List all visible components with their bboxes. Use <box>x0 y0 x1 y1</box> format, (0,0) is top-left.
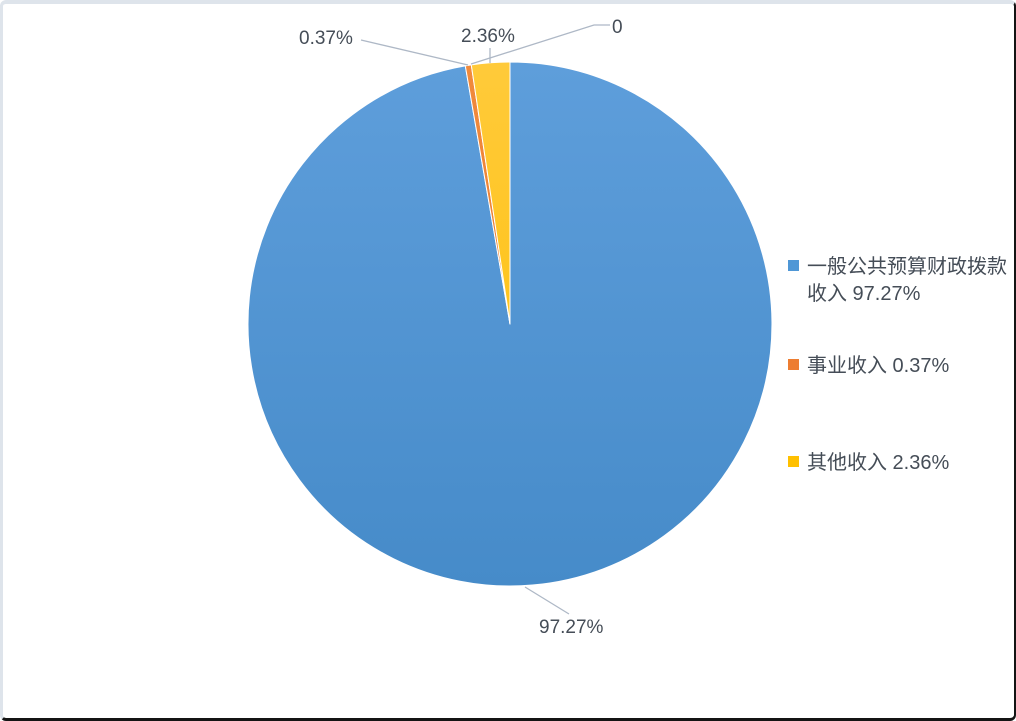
legend-item-general-budget-income[interactable]: 一般公共预算财政拨款收入 97.27% <box>788 254 1007 308</box>
legend-label: 一般公共预算财政拨款收入 97.27% <box>807 256 1007 305</box>
legend-swatch-orange-icon <box>788 359 799 370</box>
data-label-general-budget-income: 97.27% <box>539 617 604 638</box>
chart-legend: 一般公共预算财政拨款收入 97.27% 事业收入 0.37% 其他收入 2.36… <box>788 4 1014 718</box>
legend-item-other-income[interactable]: 其他收入 2.36% <box>788 450 949 477</box>
legend-swatch-blue-icon <box>788 260 799 271</box>
legend-label: 其他收入 2.36% <box>807 452 950 474</box>
data-label-shiye-income: 0.37% <box>299 28 353 49</box>
leader-line-2 <box>470 24 610 65</box>
data-label-zero-slice: 0 <box>612 17 623 38</box>
legend-label: 事业收入 0.37% <box>807 355 950 377</box>
pie-chart <box>247 24 773 615</box>
legend-item-shiye-income[interactable]: 事业收入 0.37% <box>788 353 949 380</box>
legend-swatch-yellow-icon <box>788 456 799 467</box>
leader-line-0 <box>360 39 469 66</box>
data-label-other-income: 2.36% <box>461 26 515 47</box>
leader-line-3 <box>524 586 570 615</box>
